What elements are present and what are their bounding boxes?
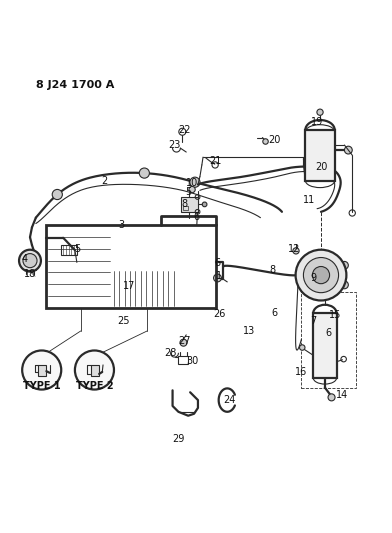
Text: 9: 9 (310, 273, 316, 283)
Text: 11: 11 (303, 195, 316, 205)
Bar (183, 206, 188, 210)
Circle shape (345, 146, 352, 154)
Text: 23: 23 (168, 140, 181, 150)
Text: 5: 5 (185, 187, 191, 197)
Text: 14: 14 (336, 390, 348, 400)
Circle shape (180, 339, 187, 346)
Bar (301, 292, 356, 387)
Text: 8: 8 (269, 265, 275, 276)
Circle shape (293, 248, 299, 254)
Text: 20: 20 (268, 134, 280, 144)
Bar (38, 365, 46, 376)
Circle shape (341, 281, 348, 289)
Circle shape (189, 187, 195, 192)
Circle shape (317, 109, 323, 115)
Text: 26: 26 (213, 309, 226, 319)
Circle shape (52, 189, 62, 199)
Text: 3: 3 (119, 221, 125, 230)
Text: 4: 4 (21, 254, 27, 264)
Text: 5: 5 (74, 244, 80, 254)
Text: 6: 6 (214, 257, 221, 268)
Circle shape (328, 394, 335, 401)
Text: 18: 18 (24, 269, 36, 279)
Text: TYPE 2: TYPE 2 (76, 382, 113, 391)
Circle shape (263, 139, 268, 144)
Text: 7: 7 (310, 316, 316, 326)
Circle shape (75, 351, 114, 390)
Text: 10: 10 (186, 177, 198, 188)
Bar (313, 313, 337, 378)
Bar (305, 130, 335, 181)
Circle shape (23, 254, 37, 268)
Text: 12: 12 (287, 244, 300, 254)
Text: 13: 13 (243, 326, 255, 336)
Bar (61, 245, 77, 255)
Text: 6: 6 (193, 212, 199, 222)
Text: 19: 19 (311, 117, 323, 127)
Text: 17: 17 (123, 281, 136, 291)
Text: 8 J24 1700 A: 8 J24 1700 A (36, 80, 114, 90)
Circle shape (139, 168, 149, 178)
Text: 16: 16 (295, 367, 308, 377)
Text: 24: 24 (223, 395, 235, 405)
Text: TYPE 1: TYPE 1 (23, 382, 60, 391)
Circle shape (303, 257, 339, 293)
Text: 30: 30 (186, 356, 198, 366)
Text: 1: 1 (216, 271, 223, 281)
Text: 25: 25 (118, 316, 130, 326)
Bar (45, 225, 216, 308)
Text: 6: 6 (271, 309, 277, 318)
Circle shape (19, 249, 41, 272)
Bar (91, 365, 99, 376)
Text: 2: 2 (101, 175, 107, 185)
Circle shape (299, 265, 305, 272)
Bar (178, 357, 188, 364)
Circle shape (202, 202, 207, 207)
Text: 20: 20 (315, 162, 327, 172)
Text: 8: 8 (181, 199, 187, 209)
Circle shape (214, 274, 221, 282)
Circle shape (341, 261, 348, 269)
Circle shape (190, 177, 200, 187)
Text: 6: 6 (326, 328, 332, 338)
Text: 21: 21 (209, 156, 222, 166)
Bar (181, 197, 198, 212)
Circle shape (22, 351, 61, 390)
Circle shape (312, 266, 330, 284)
Text: 22: 22 (178, 125, 191, 135)
Circle shape (299, 345, 305, 350)
Text: 28: 28 (164, 348, 177, 358)
Text: 27: 27 (178, 336, 191, 346)
Circle shape (302, 282, 309, 289)
Circle shape (296, 249, 347, 301)
Text: 29: 29 (172, 434, 185, 444)
Text: 15: 15 (328, 310, 341, 320)
